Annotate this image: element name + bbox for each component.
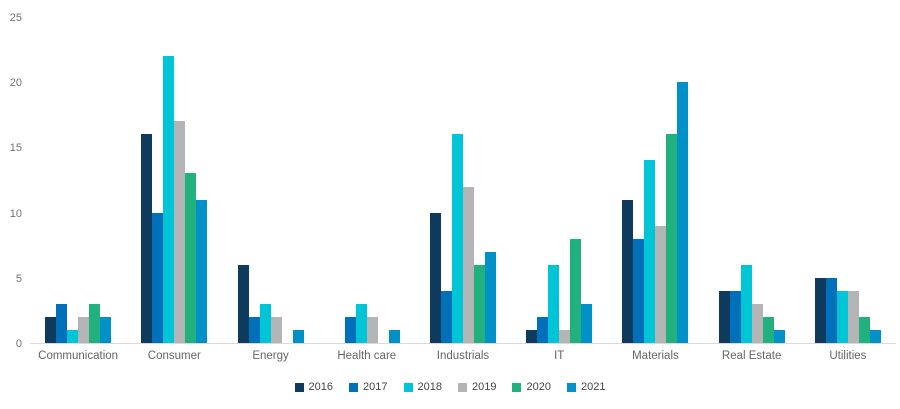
bar-2020-communication: [89, 303, 101, 343]
bar-2016-materials: [622, 199, 634, 343]
bar-2016-industrials: [429, 212, 441, 343]
y-tick-label-10: 10: [9, 207, 22, 220]
legend-swatch-2020: [512, 383, 522, 392]
bar-2016-it: [526, 329, 538, 343]
bar-2016-consumer: [141, 134, 153, 343]
legend-label-2017: 2017: [363, 381, 388, 393]
bar-2019-communication: [78, 316, 90, 343]
bar-2019-real-estate: [751, 303, 763, 343]
bar-2018-it: [548, 264, 560, 343]
bar-group-consumer: [126, 18, 222, 343]
bar-2017-consumer: [152, 212, 164, 343]
legend-swatch-2019: [458, 383, 467, 392]
bar-2020-consumer: [185, 173, 197, 343]
bar-2017-energy: [248, 316, 260, 343]
bar-2021-utilities: [869, 329, 881, 343]
bar-2019-consumer: [174, 121, 186, 343]
legend-label-2021: 2021: [580, 381, 606, 393]
bar-2021-consumer: [196, 199, 208, 343]
bar-2020-utilities: [858, 316, 870, 343]
bar-group-industrials: [415, 18, 511, 343]
bar-2016-energy: [237, 264, 249, 343]
legend-swatch-2021: [566, 383, 576, 392]
bar-2018-energy: [259, 303, 271, 343]
category-label-communication: Communication: [38, 350, 119, 362]
bar-2021-industrials: [484, 251, 496, 343]
bar-2018-health-care: [355, 303, 367, 343]
bar-2017-materials: [633, 238, 645, 343]
legend-label-2016: 2016: [308, 381, 334, 393]
bar-2021-energy: [292, 329, 304, 343]
bar-2019-industrials: [462, 186, 474, 343]
bar-group-communication: [30, 18, 126, 343]
bar-2017-communication: [56, 303, 68, 343]
bar-2016-communication: [45, 316, 57, 343]
bar-2021-materials: [677, 82, 689, 343]
bar-group-utilities: [800, 18, 896, 343]
bar-2020-industrials: [473, 264, 485, 343]
bar-2018-materials: [644, 160, 656, 343]
y-tick-label-25: 25: [9, 12, 22, 24]
bar-2020-it: [570, 238, 582, 343]
legend-swatch-2018: [403, 383, 413, 392]
legend-label-2018: 2018: [417, 381, 442, 393]
legend-item-2016: 2016: [294, 381, 334, 393]
bar-2016-real-estate: [718, 290, 730, 343]
bar-2019-it: [559, 329, 571, 343]
bar-2018-real-estate: [740, 264, 752, 343]
bar-2016-utilities: [814, 277, 826, 343]
bar-2017-utilities: [825, 277, 837, 343]
bar-2017-it: [537, 316, 549, 343]
bar-2018-industrials: [451, 134, 463, 343]
bar-2018-utilities: [836, 290, 848, 343]
legend-item-2021: 2021: [566, 381, 606, 393]
bar-2021-it: [581, 303, 593, 343]
bar-group-it: [511, 18, 607, 343]
legend-item-2019: 2019: [458, 382, 496, 393]
category-label-health-care: Health care: [337, 350, 397, 362]
y-tick-label-5: 5: [15, 272, 22, 285]
bar-2021-real-estate: [773, 329, 785, 343]
bar-groups-container: [30, 18, 896, 343]
bar-2017-industrials: [440, 290, 452, 343]
y-axis: 0 5 10 15 20 25: [0, 0, 22, 409]
y-tick-label-0: 0: [15, 338, 22, 350]
legend-label-2019: 2019: [472, 381, 497, 393]
bar-2019-utilities: [847, 290, 859, 343]
bar-2019-energy: [270, 316, 282, 343]
bar-group-real-estate: [704, 18, 800, 343]
bar-2020-real-estate: [762, 316, 774, 343]
category-label-consumer: Consumer: [147, 350, 201, 362]
legend-item-2020: 2020: [512, 381, 551, 393]
plot-area: [30, 18, 896, 344]
x-axis-category-labels: Communication Consumer Energy Health care In…: [30, 350, 896, 362]
bar-group-health-care: [319, 18, 415, 343]
y-tick-label-15: 15: [9, 142, 22, 155]
bar-2021-communication: [100, 316, 112, 343]
legend-label-2020: 2020: [526, 381, 551, 393]
legend-item-2018: 2018: [403, 381, 442, 393]
bar-group-energy: [222, 18, 318, 343]
category-label-utilities: Utilities: [829, 350, 867, 362]
bar-2018-consumer: [163, 56, 175, 343]
legend-item-2017: 2017: [349, 381, 388, 393]
chart-legend: 2016 2017 2018 2019 2020 2021: [0, 382, 900, 393]
legend-swatch-2017: [349, 383, 359, 392]
bar-2019-health-care: [366, 316, 378, 343]
bar-group-materials: [607, 18, 703, 343]
bar-2021-health-care: [388, 329, 400, 343]
category-label-energy: Energy: [252, 350, 289, 362]
category-label-real-estate: Real Estate: [721, 350, 782, 362]
category-label-it: IT: [554, 350, 565, 362]
bar-2017-real-estate: [729, 290, 741, 343]
category-label-materials: Materials: [632, 350, 679, 362]
bar-2019-materials: [655, 225, 667, 343]
category-label-industrials: Industrials: [436, 350, 490, 362]
bar-2017-health-care: [344, 316, 356, 343]
y-tick-label-20: 20: [9, 77, 22, 90]
legend-swatch-2016: [294, 383, 304, 392]
bar-2018-communication: [67, 329, 79, 343]
bar-2020-materials: [666, 134, 678, 343]
